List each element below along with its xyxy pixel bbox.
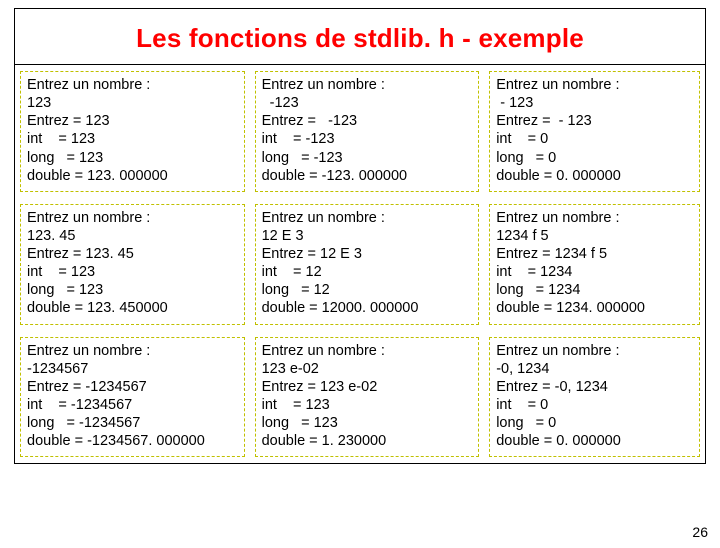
- example-cell: Entrez un nombre : -0, 1234 Entrez = -0,…: [489, 337, 700, 458]
- title-bar: Les fonctions de stdlib. h - exemple: [15, 9, 705, 65]
- example-cell: Entrez un nombre : 12 E 3 Entrez = 12 E …: [255, 204, 480, 325]
- example-cell: Entrez un nombre : 123 Entrez = 123 int …: [20, 71, 245, 192]
- example-cell: Entrez un nombre : - 123 Entrez = - 123 …: [489, 71, 700, 192]
- example-cell: Entrez un nombre : -123 Entrez = -123 in…: [255, 71, 480, 192]
- slide-frame: Les fonctions de stdlib. h - exemple Ent…: [14, 8, 706, 464]
- example-grid: Entrez un nombre : 123 Entrez = 123 int …: [15, 65, 705, 463]
- slide-title: Les fonctions de stdlib. h - exemple: [136, 23, 584, 53]
- example-cell: Entrez un nombre : 123 e-02 Entrez = 123…: [255, 337, 480, 458]
- page-number: 26: [692, 524, 708, 540]
- example-cell: Entrez un nombre : -1234567 Entrez = -12…: [20, 337, 245, 458]
- example-cell: Entrez un nombre : 1234 f 5 Entrez = 123…: [489, 204, 700, 325]
- example-cell: Entrez un nombre : 123. 45 Entrez = 123.…: [20, 204, 245, 325]
